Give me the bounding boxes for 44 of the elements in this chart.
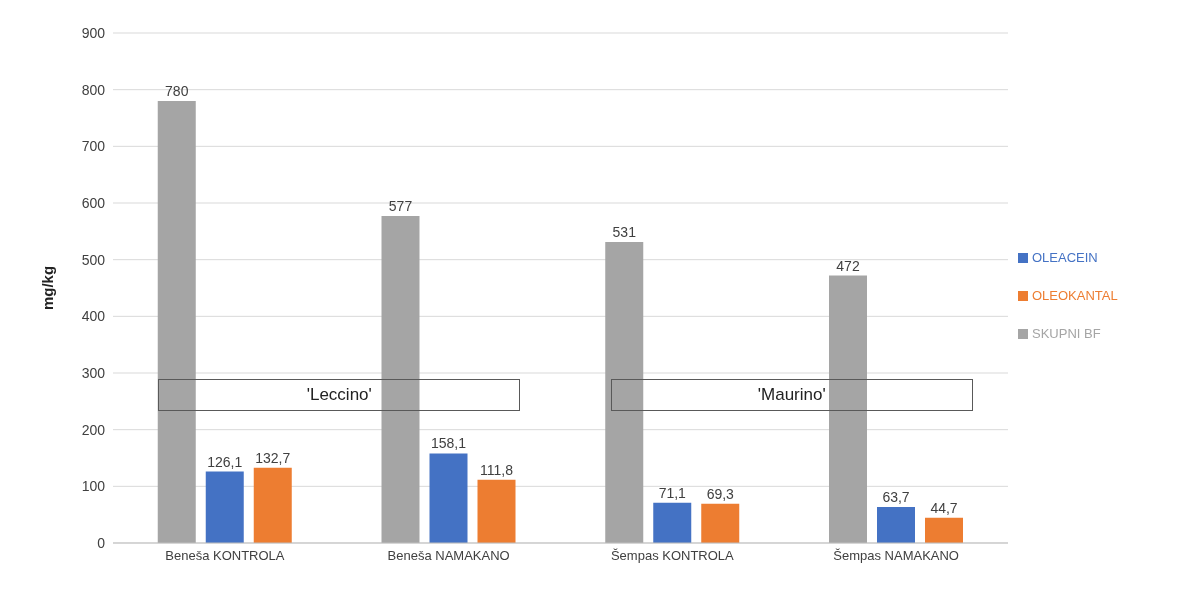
data-label: 577 <box>388 198 413 215</box>
bar <box>157 101 196 543</box>
x-tick-label: Beneša KONTROLA <box>165 548 285 564</box>
data-label: 126,1 <box>207 453 243 470</box>
bar <box>925 517 963 543</box>
legend-label: OLEOKANTAL <box>1032 287 1118 303</box>
data-label: 158,1 <box>430 435 467 452</box>
legend-label: SKUPNI BF <box>1032 325 1101 341</box>
bar <box>605 242 644 543</box>
data-label: 71,1 <box>658 484 687 501</box>
y-tick-label: 700 <box>81 138 106 155</box>
y-tick-label: 100 <box>81 478 106 495</box>
x-tick-label: Beneša NAMAKANO <box>387 548 510 564</box>
data-label: 531 <box>612 224 637 241</box>
data-label: 69,3 <box>706 485 735 502</box>
text-box: 'Leccino' <box>158 378 521 411</box>
data-label: 780 <box>165 83 189 99</box>
y-tick-label: 300 <box>81 364 106 381</box>
bar <box>829 275 867 543</box>
x-tick-label: Šempas KONTROLA <box>610 548 735 564</box>
y-tick-label: 400 <box>81 308 106 325</box>
data-label: 132,7 <box>255 449 291 466</box>
bar <box>253 467 292 543</box>
data-label: 63,7 <box>882 488 910 505</box>
bar <box>653 502 692 543</box>
bar <box>381 216 420 543</box>
bar <box>205 471 244 543</box>
data-label: 44,7 <box>930 499 958 516</box>
y-tick-label: 500 <box>81 251 106 268</box>
bar <box>429 453 468 543</box>
y-tick-label: 200 <box>81 421 106 438</box>
data-label: 111,8 <box>480 461 514 478</box>
bar <box>701 503 740 543</box>
bar <box>877 506 915 543</box>
y-axis-title: mg/kg <box>39 265 57 311</box>
legend-label: OLEACEIN <box>1032 249 1098 265</box>
y-tick-label: 800 <box>81 81 106 98</box>
y-tick-label: 900 <box>81 24 106 41</box>
x-tick-label: Šempas NAMAKANO <box>833 548 959 564</box>
bar <box>477 479 516 543</box>
data-label: 472 <box>836 257 860 274</box>
y-tick-label: 0 <box>97 534 106 551</box>
text-box: 'Maurino' <box>610 378 973 411</box>
y-tick-label: 600 <box>81 194 106 211</box>
